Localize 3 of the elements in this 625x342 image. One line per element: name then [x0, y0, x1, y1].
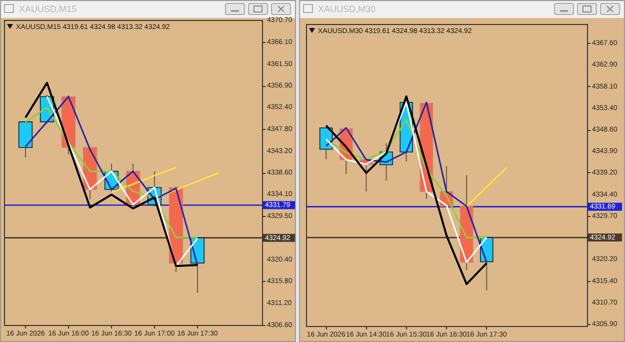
line-series [110, 166, 177, 193]
chart-title: XAUUSD,M15 [19, 4, 77, 14]
chart-title: XAUUSD,M30 [318, 4, 376, 14]
